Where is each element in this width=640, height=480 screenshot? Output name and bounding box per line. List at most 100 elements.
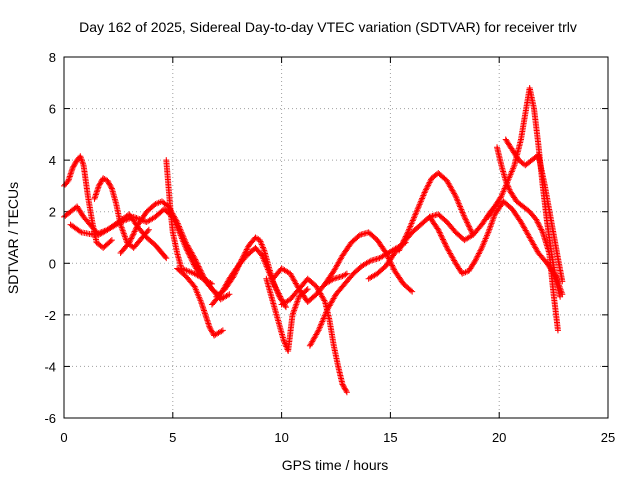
data-point bbox=[425, 180, 432, 187]
data-point bbox=[460, 210, 467, 217]
data-point bbox=[397, 244, 404, 251]
data-point bbox=[366, 258, 373, 265]
data-point bbox=[409, 219, 416, 226]
data-point bbox=[241, 250, 248, 257]
data-point bbox=[163, 255, 170, 262]
chart-title: Day 162 of 2025, Sidereal Day-to-day VTE… bbox=[79, 19, 577, 35]
series-track-16 bbox=[396, 170, 477, 254]
data-point bbox=[457, 205, 464, 212]
data-point bbox=[100, 228, 107, 235]
data-point bbox=[440, 237, 447, 244]
data-point bbox=[418, 196, 425, 203]
data-point bbox=[258, 240, 265, 247]
series-track-18 bbox=[485, 84, 564, 300]
data-point bbox=[106, 181, 113, 188]
data-point bbox=[128, 235, 135, 242]
data-point bbox=[234, 266, 241, 273]
data-point bbox=[410, 216, 417, 223]
data-point bbox=[132, 225, 139, 232]
data-point bbox=[415, 204, 422, 211]
data-point bbox=[195, 263, 202, 270]
data-point bbox=[232, 269, 239, 276]
data-point bbox=[224, 292, 231, 299]
data-point bbox=[95, 182, 102, 189]
data-point bbox=[72, 159, 79, 166]
data-point bbox=[453, 196, 460, 203]
data-point bbox=[426, 179, 433, 186]
data-point bbox=[133, 215, 140, 222]
series-track-13 bbox=[306, 239, 409, 349]
data-point bbox=[439, 236, 446, 243]
data-point bbox=[180, 233, 187, 240]
data-point bbox=[244, 245, 251, 252]
data-point bbox=[319, 318, 326, 325]
series-track-5 bbox=[117, 198, 233, 303]
data-point bbox=[194, 260, 201, 267]
series-track-12 bbox=[278, 275, 350, 396]
y-tick-label: 2 bbox=[49, 205, 56, 220]
data-point bbox=[105, 180, 112, 187]
data-point bbox=[69, 164, 76, 171]
data-point bbox=[437, 230, 444, 237]
data-point bbox=[181, 236, 188, 243]
data-point bbox=[174, 220, 181, 227]
data-point bbox=[536, 222, 543, 229]
series-track-2 bbox=[61, 153, 115, 251]
data-point bbox=[472, 257, 479, 264]
data-point bbox=[453, 194, 460, 201]
data-point bbox=[422, 186, 429, 193]
data-point bbox=[424, 183, 431, 190]
data-point bbox=[396, 246, 403, 253]
data-point bbox=[315, 327, 322, 334]
data-point bbox=[304, 286, 311, 293]
data-point bbox=[231, 271, 238, 278]
data-point bbox=[194, 262, 201, 269]
data-point bbox=[321, 312, 328, 319]
series-track-17 bbox=[426, 198, 566, 298]
data-point bbox=[226, 291, 233, 298]
data-point bbox=[460, 212, 467, 219]
data-point bbox=[97, 179, 104, 186]
series-track-19 bbox=[494, 144, 561, 334]
x-ticks: 0 5 10 15 20 25 bbox=[60, 57, 615, 445]
data-point bbox=[107, 182, 114, 189]
data-point bbox=[462, 216, 469, 223]
data-point bbox=[557, 293, 564, 300]
data-point bbox=[343, 387, 350, 394]
x-axis-label: GPS time / hours bbox=[282, 457, 389, 473]
data-point bbox=[95, 230, 102, 237]
data-point bbox=[464, 219, 471, 226]
data-point bbox=[559, 278, 566, 285]
data-point bbox=[132, 214, 139, 221]
y-axis-label: SDTVAR / TECUs bbox=[5, 182, 21, 294]
data-point bbox=[94, 230, 101, 237]
data-point bbox=[282, 304, 289, 311]
data-point bbox=[242, 249, 249, 256]
data-point bbox=[240, 252, 247, 259]
data-point bbox=[239, 255, 246, 262]
data-point bbox=[419, 195, 426, 202]
data-point bbox=[443, 243, 450, 250]
data-point bbox=[399, 240, 406, 247]
x-tick-label: 20 bbox=[492, 430, 506, 445]
data-point bbox=[107, 238, 114, 245]
data-point bbox=[402, 234, 409, 241]
data-point bbox=[145, 226, 152, 233]
data-point bbox=[402, 233, 409, 240]
data-point bbox=[105, 179, 112, 186]
data-point bbox=[130, 231, 137, 238]
data-point bbox=[505, 185, 512, 192]
data-point bbox=[303, 287, 310, 294]
series-track-15 bbox=[365, 198, 503, 282]
data-point bbox=[341, 385, 348, 392]
data-point bbox=[236, 262, 243, 269]
data-point bbox=[407, 221, 414, 228]
data-point bbox=[417, 198, 424, 205]
data-point bbox=[435, 226, 442, 233]
series-track-6 bbox=[163, 157, 215, 287]
data-point bbox=[218, 328, 225, 335]
data-point bbox=[91, 231, 98, 238]
data-point bbox=[177, 226, 184, 233]
data-point bbox=[193, 259, 200, 266]
data-point bbox=[383, 249, 390, 256]
